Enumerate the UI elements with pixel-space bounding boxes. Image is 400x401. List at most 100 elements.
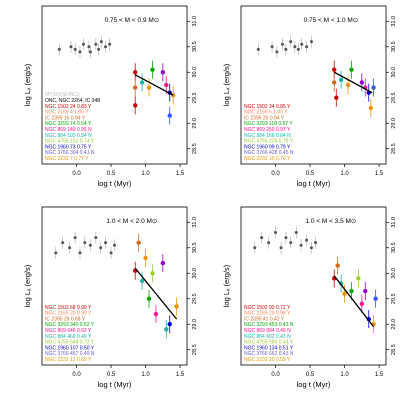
grey-data-point: [274, 230, 278, 234]
grey-data-point: [309, 40, 313, 44]
fit-line: [134, 74, 174, 96]
y-tick-label: 31.0: [391, 16, 397, 27]
legend-entry: NGC 2169 4 1.00 Y: [45, 110, 89, 116]
x-tick-label: 1.5: [375, 372, 384, 378]
legend-entry: NGC 2169 6 1.00 Y: [244, 110, 288, 116]
colored-data-point: [363, 288, 368, 294]
colored-data-point: [342, 291, 347, 296]
legend-entry: NGC 4755 549 0.72 Y: [45, 340, 95, 346]
legend-entry: NGC 2232 13 0.69 Y: [45, 357, 92, 363]
x-tick-label: 1.0: [141, 372, 150, 378]
y-tick-label: 30.5: [391, 242, 397, 253]
grey-data-point: [294, 230, 298, 234]
x-tick-label: 1.0: [340, 171, 349, 177]
panel-title: 1.0 < M < 2.0 M⊙: [106, 218, 158, 225]
grey-data-point: [104, 241, 108, 245]
grey-data-point: [81, 42, 85, 46]
grey-data-point: [69, 45, 73, 49]
colored-data-point: [371, 85, 376, 90]
x-tick-label: 1.0: [340, 372, 349, 378]
legend-entry: NGC 1502 24 0.83 Y: [45, 104, 92, 110]
grey-data-point: [88, 50, 92, 54]
legend-entry: IC 2395 20 0.94 Y: [244, 115, 285, 121]
colored-data-point: [335, 263, 340, 268]
grey-data-point: [73, 47, 77, 51]
grey-data-point: [279, 246, 283, 250]
colored-data-point: [334, 95, 339, 100]
legend-entry: NGC 4755 686 0.44 Y: [244, 340, 294, 346]
grey-data-point: [299, 243, 303, 247]
x-tick-label: 1.5: [375, 171, 384, 177]
colored-data-point: [146, 85, 152, 90]
colored-data-point: [164, 82, 169, 88]
chart-panel-1: 0.0 0.5 1.0 1.5 28.5 29.0 29.5 30.0 30.5 31.0 log …: [23, 5, 198, 188]
legend-entry: NGC 2232 20 0.55 Y: [244, 357, 291, 363]
grey-data-point: [99, 246, 103, 250]
colored-data-point: [136, 240, 141, 245]
colored-data-point: [160, 70, 166, 75]
y-tick-label: 29.0: [391, 319, 397, 330]
y-tick-label: 29.0: [192, 118, 198, 129]
grey-data-point: [296, 47, 300, 51]
legend-entry: IC 2395 41 0.42 Y: [244, 316, 285, 322]
colored-data-point: [167, 322, 172, 327]
colored-data-point: [133, 70, 138, 75]
fit-line: [333, 275, 375, 328]
grey-data-point: [267, 241, 271, 245]
x-tick-label: 0.0: [72, 372, 81, 378]
fit-line: [134, 267, 178, 320]
x-tick-label: 0.5: [306, 372, 315, 378]
grey-data-point: [78, 251, 82, 255]
plot-frame: [240, 5, 387, 165]
legend-entry: NGC 1502 68 0.90 Y: [45, 305, 92, 311]
x-tick-label: 1.0: [141, 171, 150, 177]
colored-data-point: [160, 260, 166, 266]
colored-data-point: [143, 255, 148, 261]
colored-data-point: [133, 103, 138, 108]
legend-entry: NGC 2232 10 0.70 Y: [244, 156, 291, 162]
y-tick-label: 28.5: [391, 143, 397, 154]
legend-entry: NGC 4755 153 0.74 Y: [45, 139, 95, 145]
grey-data-point: [104, 45, 108, 49]
grey-data-point: [78, 50, 82, 54]
colored-data-point: [332, 80, 337, 85]
legend-entry: NGC 1960 134 0.51 Y: [244, 345, 294, 351]
grey-data-point: [284, 236, 288, 240]
colored-data-point: [373, 296, 378, 301]
colored-data-point: [133, 85, 138, 90]
legend-entry: NGC 3293 118 0.57 Y: [244, 121, 293, 127]
y-tick-label: 30.5: [192, 41, 198, 52]
grey-data-point: [109, 251, 113, 255]
colored-data-point: [368, 105, 374, 111]
x-axis-label: log t (Myr): [297, 179, 331, 188]
grey-data-point: [97, 47, 101, 51]
grey-data-point: [83, 241, 87, 245]
legend-entry: NGC 4755 235 0.78 Y: [244, 139, 294, 145]
grey-data-point: [280, 42, 284, 46]
x-tick-label: 0.0: [72, 171, 81, 177]
legend-entry: IC 2395 29 0.68 Y: [45, 316, 86, 322]
legend-entry: NGC 3766 428 0.45 N: [244, 150, 294, 156]
grey-data-point: [309, 246, 313, 250]
colored-data-point: [338, 77, 344, 83]
legend-entry: NGC 1960 107 0.50 Y: [45, 345, 95, 351]
grey-data-point: [88, 243, 92, 247]
panel-title: 0.75 < M < 0.9 M⊙: [105, 17, 160, 24]
grey-data-point: [270, 45, 274, 49]
x-tick-label: 0.0: [271, 372, 280, 378]
x-tick-label: 0.0: [271, 171, 280, 177]
chart-panel-4: 0.0 0.5 1.0 1.5 28.5 29.0 29.5 30.0 30.5 31.0 log …: [222, 206, 397, 389]
y-axis-label: log Lₓ (erg/s): [23, 264, 32, 307]
y-tick-label: 31.0: [192, 16, 198, 27]
y-tick-label: 28.5: [391, 344, 397, 355]
legend-entry: NGC 884 602 0.43 N: [244, 334, 291, 340]
grey-data-point: [87, 45, 91, 49]
grey-data-point: [94, 42, 98, 46]
legend-entry: NGC 3766 467 0.49 N: [45, 351, 95, 357]
legend-entry: NGC 3766 662 0.43 N: [244, 351, 294, 357]
legend-entry: NGC 3766 304 0.41 N: [45, 150, 95, 156]
legend-entry: NGC 3293 340 0.52 Y: [45, 322, 95, 328]
colored-data-point: [153, 311, 159, 317]
grey-data-point: [57, 47, 61, 51]
y-tick-label: 29.5: [391, 92, 397, 103]
